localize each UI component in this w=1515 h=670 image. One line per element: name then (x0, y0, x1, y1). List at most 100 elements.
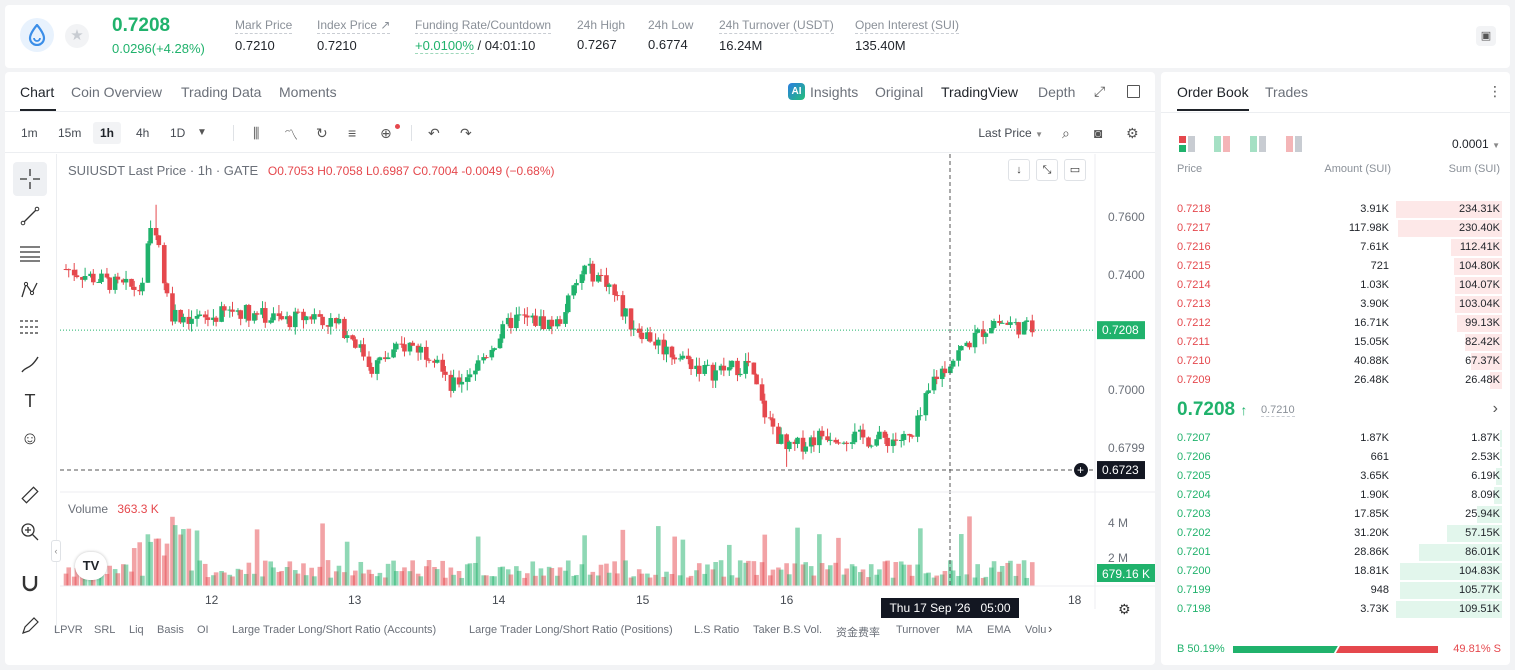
timeframe-15m[interactable]: 15m (58, 126, 82, 140)
scroll-down-icon[interactable]: ↓ (1008, 159, 1030, 181)
indicator-7[interactable]: L.S Ratio (694, 624, 740, 636)
volume-bar (563, 570, 568, 586)
search-icon[interactable]: ⌕ (1062, 125, 1070, 141)
fullscreen-icon[interactable]: ▭ (1064, 159, 1086, 181)
trend-line-tool-icon[interactable] (13, 199, 47, 233)
magnet-icon[interactable] (13, 566, 47, 600)
bid-row[interactable]: 0.7204 1.90K 8.09K (1161, 486, 1510, 505)
view-asks-icon[interactable] (1286, 136, 1302, 155)
expand-icon[interactable]: ⤢ (1094, 83, 1106, 99)
bid-row[interactable]: 0.7200 18.81K 104.83K (1161, 562, 1510, 581)
favorite-star-icon[interactable]: ★ (65, 24, 89, 48)
candle (505, 317, 511, 325)
gear-icon[interactable]: ⚙ (1126, 125, 1139, 141)
collapse-icon[interactable]: ⤡ (1036, 159, 1058, 181)
tab-moments[interactable]: Moments (279, 84, 337, 100)
camera-icon[interactable]: ◙ (1094, 125, 1103, 141)
stat-index-price[interactable]: Index Price ↗ 0.7210 (317, 18, 391, 53)
horizontal-lines-tool-icon[interactable] (13, 236, 47, 270)
text-tool-icon[interactable]: T (24, 390, 36, 411)
timeframe-1h[interactable]: 1h (93, 122, 122, 144)
volume-bar (787, 574, 792, 586)
bid-row[interactable]: 0.7201 28.86K 86.01K (1161, 543, 1510, 562)
tab-chart[interactable]: Chart (20, 84, 55, 100)
indicator-8[interactable]: Taker B.S Vol. (753, 624, 823, 636)
tab-depth[interactable]: Depth (1038, 84, 1076, 100)
indicator-1[interactable]: SRL (94, 624, 116, 636)
indicator-0[interactable]: LPVR (54, 624, 83, 636)
indicator-5[interactable]: Large Trader Long/Short Ratio (Accounts) (232, 624, 437, 636)
ask-row[interactable]: 0.7216 7.61K 112.41K (1161, 238, 1510, 257)
volume-bar (74, 567, 80, 586)
precision-select[interactable]: 0.0001 ▼ (1452, 137, 1500, 151)
undo-icon[interactable]: ↶ (428, 125, 440, 141)
indicator-13[interactable]: Volu (1025, 624, 1047, 636)
bid-row[interactable]: 0.7207 1.87K 1.87K (1161, 429, 1510, 448)
ask-row[interactable]: 0.7215 721 104.80K (1161, 257, 1510, 276)
tab-trades[interactable]: Trades (1265, 84, 1309, 100)
redo-icon[interactable]: ↷ (460, 125, 472, 141)
tab-original[interactable]: Original (875, 84, 924, 100)
ask-row[interactable]: 0.7213 3.90K 103.04K (1161, 295, 1510, 314)
indicator-4[interactable]: OI (197, 624, 209, 636)
collapse-toolbar-icon[interactable]: ‹ (51, 540, 61, 562)
indicator-10[interactable]: Turnover (896, 624, 940, 636)
candle (770, 418, 776, 427)
indicator-6[interactable]: Large Trader Long/Short Ratio (Positions… (469, 624, 673, 636)
indicator-12[interactable]: EMA (987, 624, 1011, 636)
view-bids-asks-icon[interactable] (1214, 136, 1230, 155)
ask-row[interactable]: 0.7217 117.98K 230.40K (1161, 219, 1510, 238)
timeframe-1d[interactable]: 1D (170, 126, 186, 140)
timeframe-1m[interactable]: 1m (21, 126, 38, 140)
tab-coin-overview[interactable]: Coin Overview (71, 84, 163, 100)
bid-row[interactable]: 0.7206 661 2.53K (1161, 448, 1510, 467)
bid-row[interactable]: 0.7199 948 105.77K (1161, 581, 1510, 600)
settings-gear-icon[interactable]: ⚙ (1118, 601, 1131, 617)
bid-row[interactable]: 0.7202 31.20K 57.15K (1161, 524, 1510, 543)
indicators-icon[interactable]: 〽 (284, 127, 298, 143)
view-bids-icon[interactable] (1250, 136, 1266, 155)
candle (385, 357, 391, 360)
book-icon[interactable]: ▣ (1476, 26, 1496, 46)
ask-row[interactable]: 0.7211 15.05K 82.42K (1161, 333, 1510, 352)
add-alert-icon[interactable]: ⊕ (380, 125, 392, 141)
bid-row[interactable]: 0.7198 3.73K 109.51K (1161, 600, 1510, 619)
bid-row[interactable]: 0.7205 3.65K 6.19K (1161, 467, 1510, 486)
ask-row[interactable]: 0.7212 16.71K 99.13K (1161, 314, 1510, 333)
chevron-down-icon[interactable]: ▼ (197, 127, 207, 138)
crosshair-tool-icon[interactable] (13, 162, 47, 196)
indicator-11[interactable]: MA (956, 624, 973, 636)
fib-tool-icon[interactable] (13, 310, 47, 344)
tab-insights[interactable]: Insights (810, 84, 859, 100)
ruler-tool-icon[interactable] (13, 478, 47, 512)
view-both-icon[interactable] (1179, 136, 1195, 155)
ask-row[interactable]: 0.7218 3.91K 234.31K (1161, 200, 1510, 219)
ask-row[interactable]: 0.7214 1.03K 104.07K (1161, 276, 1510, 295)
brush-tool-icon[interactable] (13, 347, 47, 381)
indicator-9[interactable]: 资金费率 (836, 627, 880, 639)
order-price: 0.7218 (1177, 203, 1211, 215)
template-icon[interactable]: ≡ (348, 125, 357, 141)
last-price-select[interactable]: Last Price ▼ (978, 126, 1043, 140)
tab-trading-data[interactable]: Trading Data (181, 84, 262, 100)
indicator-2[interactable]: Liq (129, 624, 144, 636)
timeframe-4h[interactable]: 4h (136, 126, 150, 140)
chevron-right-icon[interactable]: › (1492, 400, 1498, 417)
emoji-tool-icon[interactable]: ☺ (20, 427, 40, 448)
tab-order-book[interactable]: Order Book (1177, 84, 1249, 100)
replay-icon[interactable]: ↻ (316, 125, 328, 141)
zoom-in-icon[interactable] (13, 515, 47, 549)
tab-tradingview[interactable]: TradingView (941, 84, 1019, 100)
bid-row[interactable]: 0.7203 17.85K 25.94K (1161, 505, 1510, 524)
order-sum: 104.83K (1459, 565, 1500, 577)
indicator-3[interactable]: Basis (157, 624, 184, 636)
price-chart[interactable]: 0.7208 0.6723 +679.16 K 0.7600 0.7400 0.7000… (60, 154, 1155, 609)
window-icon[interactable] (1127, 85, 1140, 98)
ask-row[interactable]: 0.7209 26.48K 26.48K (1161, 371, 1510, 390)
pencil-lock-icon[interactable] (13, 609, 47, 643)
ask-row[interactable]: 0.7210 40.88K 67.37K (1161, 352, 1510, 371)
pattern-tool-icon[interactable] (13, 273, 47, 307)
candle-type-icon[interactable]: ⫼ (253, 125, 260, 141)
chevron-right-icon[interactable]: › (1048, 621, 1053, 636)
more-vertical-icon[interactable]: ⋮ (1488, 83, 1502, 99)
